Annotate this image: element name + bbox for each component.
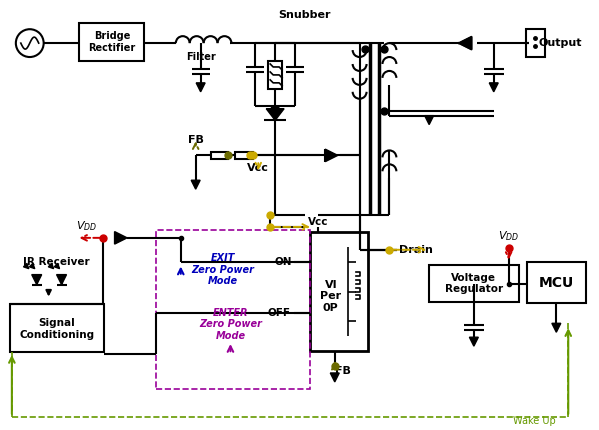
Polygon shape (32, 275, 42, 285)
Text: Drain: Drain (400, 245, 433, 255)
Text: Voltage
Regulator: Voltage Regulator (445, 273, 503, 295)
Polygon shape (459, 37, 471, 49)
Text: Signal
Conditioning: Signal Conditioning (19, 319, 94, 340)
Text: Snubber: Snubber (279, 10, 331, 20)
Polygon shape (266, 109, 284, 120)
Bar (80, 23, 144, 61)
Bar (527, 262, 586, 304)
Polygon shape (196, 83, 205, 92)
Polygon shape (191, 180, 200, 189)
Polygon shape (470, 337, 479, 346)
Polygon shape (271, 106, 280, 115)
Polygon shape (114, 232, 127, 244)
Text: Output: Output (539, 38, 582, 48)
Text: MCU: MCU (539, 276, 574, 289)
Bar (429, 265, 519, 302)
Text: EXIT
Zero Power
Mode: EXIT Zero Power Mode (191, 253, 254, 286)
Bar (156, 230, 310, 389)
Text: ENTER
Zero Power
Mode: ENTER Zero Power Mode (199, 308, 262, 341)
Bar (268, 61, 282, 89)
Polygon shape (425, 116, 434, 125)
Text: $V_{DD}$: $V_{DD}$ (76, 219, 97, 233)
Text: Vcc: Vcc (308, 217, 328, 227)
Polygon shape (330, 373, 339, 382)
Text: Filter: Filter (186, 52, 216, 62)
Text: IR Receiver: IR Receiver (23, 257, 90, 267)
Bar (310, 232, 368, 351)
Text: Vcc: Vcc (247, 163, 269, 173)
Text: Wake Up: Wake Up (513, 416, 555, 426)
Text: FB: FB (187, 135, 204, 145)
Text: OFF: OFF (267, 308, 290, 318)
Text: ON: ON (274, 257, 292, 267)
Bar (10, 304, 104, 352)
Bar (235, 152, 253, 159)
Text: Bridge
Rectifier: Bridge Rectifier (89, 31, 136, 53)
Polygon shape (552, 323, 561, 332)
Text: FB: FB (335, 366, 350, 376)
Bar (525, 29, 546, 57)
Bar (211, 152, 228, 159)
Polygon shape (325, 149, 338, 162)
Text: VI
Per
0P: VI Per 0P (320, 280, 341, 313)
Polygon shape (489, 83, 498, 92)
Text: $V_{DD}$: $V_{DD}$ (498, 229, 519, 243)
Polygon shape (56, 275, 66, 285)
